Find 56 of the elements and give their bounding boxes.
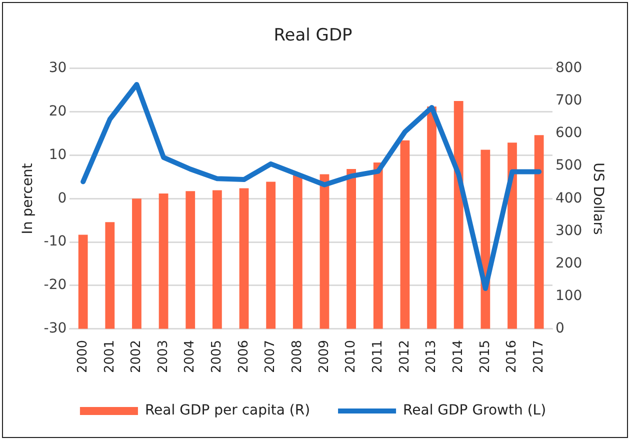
y-tick-label: 30 bbox=[48, 60, 67, 76]
y-tick-label: -10 bbox=[44, 234, 67, 250]
chart-title: Real GDP bbox=[274, 26, 352, 46]
x-tick-label: 2016 bbox=[504, 340, 520, 374]
bar bbox=[186, 191, 196, 329]
y2-tick-label: 700 bbox=[555, 92, 582, 109]
y-axis-title: In percent bbox=[20, 162, 36, 234]
bar bbox=[239, 188, 249, 329]
bar bbox=[212, 190, 222, 329]
x-tick-label: 2013 bbox=[424, 340, 440, 374]
x-tick-label: 2002 bbox=[129, 340, 144, 374]
x-tick-label: 2014 bbox=[450, 340, 466, 374]
bar bbox=[373, 162, 383, 329]
x-tick-label: 2003 bbox=[156, 340, 171, 374]
bar bbox=[320, 174, 330, 329]
bar bbox=[266, 182, 276, 329]
x-tick-label: 2004 bbox=[182, 340, 198, 374]
legend-label: Real GDP per capita (R) bbox=[144, 402, 310, 419]
y2-tick-label: 0 bbox=[555, 320, 564, 337]
bar bbox=[534, 135, 544, 329]
y2-tick-label: 100 bbox=[555, 288, 582, 304]
bar bbox=[454, 100, 464, 329]
y-tick-label: 10 bbox=[48, 146, 67, 163]
y2-tick-label: 400 bbox=[555, 190, 582, 206]
bar bbox=[400, 140, 410, 329]
y2-tick-label: 600 bbox=[555, 125, 582, 142]
y2-tick-label: 200 bbox=[555, 255, 582, 272]
bar bbox=[292, 175, 302, 329]
y-tick-label: 20 bbox=[48, 103, 67, 120]
bar bbox=[105, 222, 115, 329]
x-tick-label: 2005 bbox=[210, 340, 225, 374]
legend-label: Real GDP Growth (L) bbox=[403, 402, 546, 419]
x-tick-label: 2009 bbox=[316, 340, 332, 374]
bar bbox=[158, 193, 168, 329]
y2-tick-label: 500 bbox=[555, 158, 582, 174]
x-tick-label: 2001 bbox=[102, 340, 118, 374]
y-tick-label: 0 bbox=[58, 190, 67, 206]
bar bbox=[508, 142, 517, 329]
bar bbox=[427, 106, 436, 329]
x-tick-label: 2015 bbox=[478, 340, 493, 374]
x-tick-label: 2008 bbox=[290, 340, 306, 374]
y2-tick-label: 800 bbox=[555, 60, 582, 76]
y-tick-label: -30 bbox=[44, 320, 67, 337]
x-tick-label: 2010 bbox=[344, 340, 359, 374]
bar bbox=[78, 234, 88, 329]
x-tick-label: 2012 bbox=[397, 340, 412, 374]
x-tick-label: 2006 bbox=[236, 340, 252, 374]
y2-axis-title: US Dollars bbox=[590, 162, 606, 235]
x-tick-label: 2000 bbox=[75, 340, 90, 374]
x-tick-label: 2017 bbox=[531, 340, 546, 374]
x-tick-label: 2011 bbox=[370, 340, 386, 374]
bar bbox=[346, 169, 356, 329]
y-tick-label: -20 bbox=[44, 277, 67, 294]
bar bbox=[132, 198, 142, 329]
y2-tick-label: 300 bbox=[555, 222, 582, 239]
x-tick-label: 2007 bbox=[263, 340, 278, 374]
